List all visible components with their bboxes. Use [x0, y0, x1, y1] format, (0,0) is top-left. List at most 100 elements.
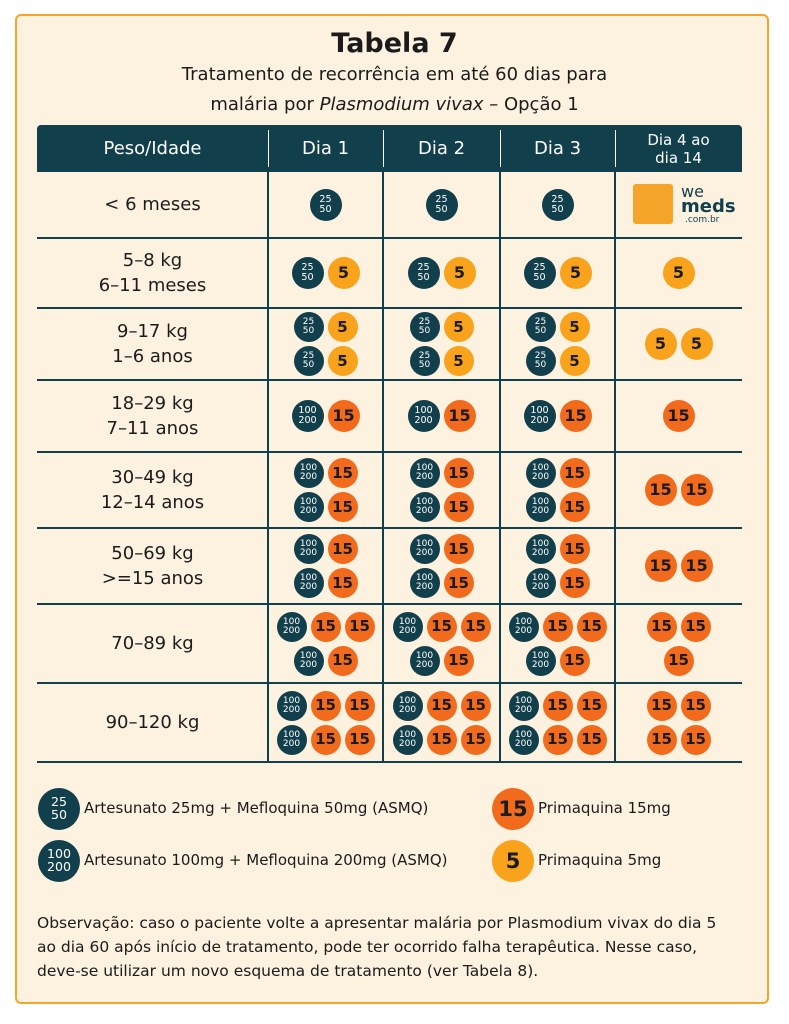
pill: 25 50 [291, 257, 324, 289]
pill: 15 [443, 458, 474, 488]
pill: 100 200 [392, 611, 423, 642]
pill-text: 15 [564, 573, 585, 592]
row-line [37, 451, 742, 453]
pill-text: 5 [690, 334, 703, 353]
pill-text: 15 [349, 617, 370, 635]
row-line [37, 379, 742, 381]
pill-text: 25 [533, 262, 546, 274]
pill-text: 15 [448, 463, 469, 482]
pill: 100 200 [525, 534, 556, 564]
pill: 15 [559, 568, 590, 598]
pill-text: 50 [533, 272, 546, 283]
note-line: Observação: caso o paciente volte a apre… [37, 914, 717, 932]
pill-text: 5 [569, 317, 580, 336]
pill-text: 50 [50, 807, 68, 822]
pill: 100 200 [392, 690, 423, 721]
pill-text: 15 [564, 497, 585, 516]
pill: 5 [327, 257, 360, 289]
pill: 5 [559, 257, 592, 289]
pill-text: 5 [453, 317, 464, 336]
pill-text: 100 [415, 463, 434, 473]
pill-text: 100 [514, 729, 533, 740]
column-header: Dia 2 [383, 125, 500, 172]
pill: 15 [542, 690, 573, 721]
column-line [614, 172, 616, 762]
pill-text: 15 [315, 617, 336, 635]
pill: 15 [644, 474, 677, 506]
pill-text: 15 [651, 617, 672, 635]
pill: 15 [559, 400, 592, 432]
pill-text: 200 [415, 472, 434, 482]
pill-text: 100 [398, 695, 417, 706]
pill-text: 15 [547, 696, 568, 714]
pill-text: 25 [50, 794, 68, 810]
pill-text: 15 [668, 651, 689, 669]
pill: 100 200 [293, 645, 324, 676]
pill-text: 15 [315, 696, 336, 714]
pill-text: 5 [672, 263, 685, 282]
pill-text: 100 [415, 650, 434, 661]
pill: 15 [559, 492, 590, 522]
pill: 25 50 [525, 312, 556, 342]
row-label: 30–49 kg 12–14 anos [37, 452, 268, 528]
column-line [267, 172, 269, 762]
column-header: Dia 3 [500, 125, 615, 172]
logo-we: we [681, 182, 704, 201]
title: Tabela 7 [331, 28, 458, 59]
pill: 100 200 [293, 534, 324, 564]
pill: 25 50 [409, 312, 440, 342]
subtitle: Tratamento de recorrência em até 60 dias… [181, 64, 608, 85]
row-line [37, 527, 742, 529]
pill: 15 [646, 690, 677, 721]
pill-text: 50 [435, 204, 448, 215]
pill-text: 15 [685, 480, 708, 499]
pill-text: 200 [282, 738, 301, 749]
legend-text: Primaquina 5mg [538, 851, 662, 869]
pill: 25 50 [293, 312, 324, 342]
pill: 25 50 [425, 189, 458, 221]
pill: 15 [327, 568, 358, 598]
pill-text: 5 [337, 317, 348, 336]
pill: 15 [663, 645, 694, 676]
pill: 15 [443, 568, 474, 598]
pill-text: 100 [299, 573, 318, 583]
column-divider [500, 130, 501, 167]
pill-text: 5 [337, 263, 350, 282]
pill-text: 5 [453, 351, 464, 370]
pill: 100 200 [276, 690, 307, 721]
pill: 15 [542, 611, 573, 642]
column-header-text: Dia 4 ao [647, 130, 710, 149]
pill: 5 [662, 257, 695, 289]
pill-text: 100 [415, 573, 434, 583]
pill-text: 25 [302, 351, 315, 361]
pill: 5 [443, 346, 474, 376]
row-label: 90–120 kg [37, 683, 268, 762]
pill: 15 [327, 400, 360, 432]
row-label: 18–29 kg 7–11 anos [37, 380, 268, 452]
pill-text: 15 [667, 406, 690, 425]
row-label-text: 6–11 meses [98, 275, 207, 296]
pill: 15 [680, 724, 711, 755]
pill: 100 200 [409, 534, 440, 564]
pill-text: 15 [332, 651, 353, 669]
pill: 25 50 [293, 346, 324, 376]
pill-text: 15 [581, 617, 602, 635]
pill-text: 200 [531, 548, 550, 558]
note-line: ao dia 60 após início de tratamento, pod… [37, 938, 698, 956]
pill-text: 15 [564, 406, 587, 425]
pill: 100 200 [409, 568, 440, 598]
pill-text: 15 [448, 406, 471, 425]
logo-domain: .com.br [685, 215, 720, 225]
pill: 15 [426, 690, 457, 721]
pill-text: 15 [465, 617, 486, 635]
pill: 100 200 [291, 400, 324, 432]
pill-text: 15 [564, 651, 585, 669]
pill: 15 [460, 611, 491, 642]
pill-text: 100 [531, 539, 550, 549]
pill-text: 100 [514, 695, 533, 706]
pill: 15 [559, 534, 590, 564]
pill: 15 [327, 645, 358, 676]
pill-text: 100 [282, 729, 301, 740]
column-header-text: Dia 1 [301, 137, 350, 159]
